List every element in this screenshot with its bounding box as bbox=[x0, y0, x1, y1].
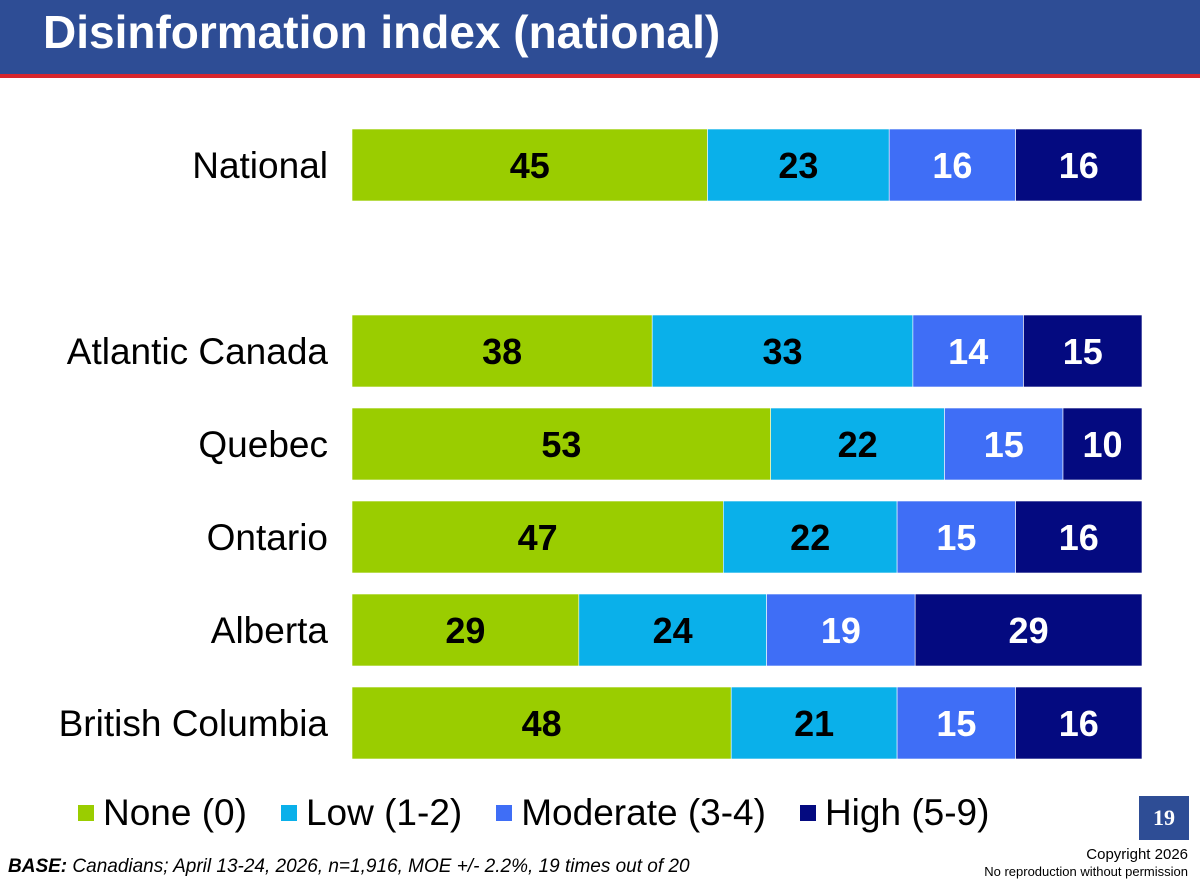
bar-segment-alberta-none-0 bbox=[351, 593, 580, 667]
bar-segment-quebec-high-5-9 bbox=[1062, 407, 1143, 481]
header-banner bbox=[0, 0, 1200, 74]
legend-item-moderate: Moderate (3-4) bbox=[496, 792, 766, 834]
bar-segment-alberta-high-5-9 bbox=[914, 593, 1143, 667]
bar-segment-british-columbia-moderate-3-4 bbox=[896, 686, 1016, 760]
data-label-national-moderate-3-4: 16 bbox=[932, 145, 972, 186]
legend-item-none: None (0) bbox=[78, 792, 247, 834]
data-label-national-high-5-9: 16 bbox=[1059, 145, 1099, 186]
data-label-alberta-high-5-9: 29 bbox=[1009, 610, 1049, 651]
category-label-alberta: Alberta bbox=[211, 610, 329, 651]
legend-swatch-high bbox=[799, 805, 816, 821]
legend-label-none: None (0) bbox=[103, 792, 247, 833]
page-title: Disinformation index (national) bbox=[43, 6, 721, 58]
bar-segment-atlantic-canada-moderate-3-4 bbox=[912, 314, 1024, 388]
bar-segment-national-low-1-2 bbox=[707, 128, 890, 202]
data-label-british-columbia-low-1-2: 21 bbox=[794, 703, 834, 744]
category-label-british-columbia: British Columbia bbox=[59, 703, 329, 744]
bar-segment-ontario-high-5-9 bbox=[1015, 500, 1143, 574]
legend-swatch-moderate bbox=[496, 805, 513, 821]
bar-segment-quebec-moderate-3-4 bbox=[944, 407, 1064, 481]
data-label-quebec-none-0: 53 bbox=[541, 424, 581, 465]
category-label-atlantic-canada: Atlantic Canada bbox=[67, 331, 329, 372]
data-label-quebec-moderate-3-4: 15 bbox=[984, 424, 1024, 465]
data-label-alberta-none-0: 29 bbox=[445, 610, 485, 651]
bar-segment-alberta-moderate-3-4 bbox=[766, 593, 916, 667]
copyright-line: Copyright 2026 bbox=[1086, 846, 1188, 863]
reproduction-notice: No reproduction without permission bbox=[984, 864, 1188, 879]
data-label-alberta-low-1-2: 24 bbox=[653, 610, 693, 651]
category-label-quebec: Quebec bbox=[198, 424, 328, 465]
page-number-badge: 19 bbox=[1139, 796, 1189, 840]
data-label-british-columbia-high-5-9: 16 bbox=[1059, 703, 1099, 744]
bar-segment-atlantic-canada-low-1-2 bbox=[651, 314, 914, 388]
legend-label-moderate: Moderate (3-4) bbox=[521, 792, 766, 833]
data-label-quebec-high-5-9: 10 bbox=[1082, 424, 1122, 465]
bar-segment-national-none-0 bbox=[351, 128, 708, 202]
data-label-atlantic-canada-low-1-2: 33 bbox=[763, 331, 803, 372]
data-label-ontario-moderate-3-4: 15 bbox=[936, 517, 976, 558]
bar-segment-ontario-low-1-2 bbox=[722, 500, 898, 574]
legend-swatch-low bbox=[280, 805, 297, 821]
base-text: Canadians; April 13-24, 2026, n=1,916, M… bbox=[67, 856, 690, 877]
bar-segment-ontario-none-0 bbox=[351, 500, 724, 574]
data-label-british-columbia-none-0: 48 bbox=[522, 703, 562, 744]
legend-item-high: High (5-9) bbox=[799, 792, 990, 834]
category-label-national: National bbox=[192, 145, 328, 186]
data-label-ontario-none-0: 47 bbox=[518, 517, 558, 558]
bar-segment-national-high-5-9 bbox=[1015, 128, 1143, 202]
bar-segment-quebec-none-0 bbox=[351, 407, 772, 481]
bar-segment-atlantic-canada-high-5-9 bbox=[1023, 314, 1143, 388]
category-label-ontario: Ontario bbox=[207, 517, 328, 558]
data-label-atlantic-canada-high-5-9: 15 bbox=[1063, 331, 1103, 372]
legend-label-high: High (5-9) bbox=[824, 792, 990, 833]
data-label-ontario-high-5-9: 16 bbox=[1059, 517, 1099, 558]
data-label-atlantic-canada-moderate-3-4: 14 bbox=[948, 331, 988, 372]
bar-segment-british-columbia-none-0 bbox=[351, 686, 732, 760]
base-note: BASE: Canadians; April 13-24, 2026, n=1,… bbox=[8, 856, 690, 878]
data-label-alberta-moderate-3-4: 19 bbox=[821, 610, 861, 651]
data-label-british-columbia-moderate-3-4: 15 bbox=[936, 703, 976, 744]
base-label: BASE: bbox=[8, 856, 68, 877]
data-label-national-low-1-2: 23 bbox=[778, 145, 818, 186]
bar-segment-british-columbia-low-1-2 bbox=[730, 686, 898, 760]
bar-segment-national-moderate-3-4 bbox=[888, 128, 1016, 202]
bar-segment-ontario-moderate-3-4 bbox=[896, 500, 1016, 574]
data-label-national-none-0: 45 bbox=[510, 145, 550, 186]
bar-segment-quebec-low-1-2 bbox=[770, 407, 945, 481]
data-label-ontario-low-1-2: 22 bbox=[790, 517, 830, 558]
bar-segment-british-columbia-high-5-9 bbox=[1015, 686, 1143, 760]
data-label-quebec-low-1-2: 22 bbox=[838, 424, 878, 465]
header-rule bbox=[0, 74, 1200, 78]
chart-legend: None (0) Low (1-2) Moderate (3-4) High (… bbox=[78, 788, 1023, 838]
bar-segment-atlantic-canada-none-0 bbox=[351, 314, 653, 388]
legend-swatch-none bbox=[78, 805, 94, 821]
copyright: Copyright 2026 No reproduction without p… bbox=[984, 846, 1188, 880]
data-label-atlantic-canada-none-0: 38 bbox=[482, 331, 522, 372]
legend-item-low: Low (1-2) bbox=[280, 792, 463, 834]
legend-label-low: Low (1-2) bbox=[305, 792, 463, 833]
